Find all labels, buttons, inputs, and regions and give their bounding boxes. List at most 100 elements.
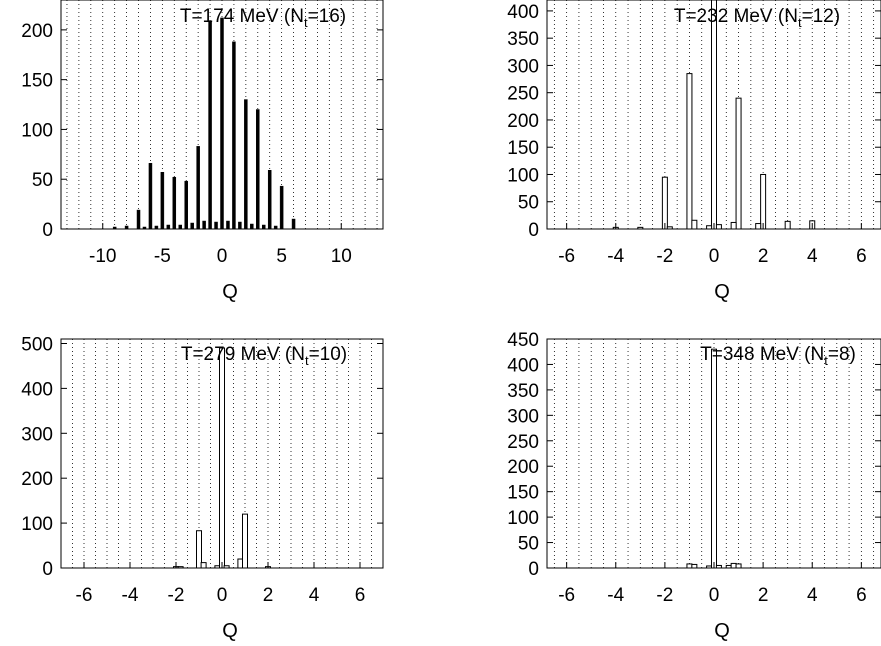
histogram-bar: [256, 109, 260, 230]
x-tick-label: -4: [122, 585, 139, 606]
x-tick-label: 6: [856, 585, 867, 606]
histogram-bar: [686, 73, 693, 230]
histogram-bar: [208, 21, 212, 230]
y-tick-label: 50: [518, 193, 539, 214]
y-tick-label: 150: [507, 483, 539, 504]
histogram-bar: [291, 218, 296, 230]
x-axis-label: Q: [714, 281, 730, 303]
y-tick-label: 100: [21, 514, 53, 535]
x-axis-label: Q: [714, 620, 730, 642]
y-tick-label: 150: [21, 71, 53, 92]
y-tick-label: 350: [507, 29, 539, 50]
histogram-bar: [136, 209, 141, 230]
x-axis-label: Q: [222, 281, 238, 303]
x-tick-label: -6: [76, 585, 93, 606]
histogram-bar: [148, 163, 153, 230]
chart-panel-1: 0 50 100 150 200 -10 -5 0 5 10 Q T=174 MeV (Nt=16): [21, 0, 384, 303]
histogram-bar: [242, 513, 248, 569]
histogram-bar: [735, 97, 742, 230]
x-tick-label: -10: [89, 246, 116, 267]
y-tick-label: 400: [507, 355, 539, 376]
histogram-bar: [172, 176, 177, 230]
y-tick-label: 300: [21, 424, 53, 445]
x-tick-label: -2: [168, 585, 185, 606]
x-tick-label: 6: [355, 585, 366, 606]
histogram-bar: [691, 219, 698, 230]
x-tick-label: 0: [709, 585, 720, 606]
x-axis-label: Q: [222, 620, 238, 642]
y-tick-label: 100: [507, 165, 539, 186]
x-tick-label: -2: [656, 585, 673, 606]
y-tick-label: 300: [507, 406, 539, 427]
panel-title: T=174 MeV (Nt=16): [180, 6, 346, 30]
y-tick-label: 350: [507, 381, 539, 402]
panel-title: T=279 MeV (Nt=10): [181, 344, 347, 368]
y-tick-label: 200: [507, 457, 539, 478]
histogram-bar: [784, 220, 791, 230]
histogram-bar: [178, 224, 183, 230]
y-tick-label: 250: [507, 84, 539, 105]
x-tick-label: -5: [154, 246, 171, 267]
histogram-bar: [219, 347, 225, 569]
chart-panel-4: 0 50 100 150 200 250 300 350 400 450 -6 -4 -2 0 2 4 6 Q T=…: [507, 330, 881, 642]
y-tick-label: 200: [21, 469, 53, 490]
histogram-bar: [214, 221, 218, 230]
histogram-bar: [711, 0, 717, 230]
x-tick-label: 4: [807, 585, 818, 606]
panel-title: T=348 MeV (Nt=8): [700, 344, 856, 368]
x-tick-label: -6: [558, 585, 575, 606]
x-tick-label: 6: [856, 246, 867, 267]
y-tick-label: 150: [507, 138, 539, 159]
x-tick-label: -2: [656, 246, 673, 267]
y-tick-label: 100: [507, 508, 539, 529]
histogram-bar: [220, 17, 224, 230]
y-tick-label: 0: [42, 559, 53, 580]
x-tick-label: 0: [709, 246, 720, 267]
x-tick-label: 0: [217, 246, 228, 267]
y-tick-label: 450: [507, 330, 539, 351]
y-tick-label: 0: [42, 220, 53, 241]
histogram-bar: [226, 220, 230, 230]
histogram-bar: [686, 563, 693, 569]
y-tick-label: 100: [21, 120, 53, 141]
x-tick-label: -4: [607, 585, 624, 606]
x-tick-label: 5: [276, 246, 287, 267]
y-tick-label: 200: [21, 21, 53, 42]
histogram-bar: [755, 223, 762, 230]
y-tick-label: 250: [507, 432, 539, 453]
y-tick-label: 400: [21, 379, 53, 400]
histogram-bar: [238, 221, 242, 230]
histogram-bar: [250, 223, 254, 230]
histogram-bar: [202, 220, 206, 230]
y-tick-label: 500: [21, 334, 53, 355]
x-tick-label: 4: [807, 246, 818, 267]
histogram-bar: [267, 170, 272, 230]
x-tick-label: 2: [758, 246, 769, 267]
histogram-bar: [661, 176, 668, 230]
histogram-bar: [160, 171, 165, 230]
histogram-bar: [735, 563, 742, 569]
y-tick-label: 400: [507, 2, 539, 23]
y-tick-label: 0: [528, 559, 539, 580]
histogram-bar: [232, 41, 236, 230]
x-tick-label: 4: [309, 585, 320, 606]
x-tick-label: -6: [558, 246, 575, 267]
x-tick-label: 0: [217, 585, 228, 606]
histogram-bar: [760, 173, 767, 230]
x-tick-label: 2: [758, 585, 769, 606]
histogram-bar: [279, 185, 284, 230]
histogram-bar: [715, 224, 722, 230]
histogram-bar: [730, 562, 737, 569]
histogram-bar: [261, 224, 266, 230]
histogram-bar: [730, 221, 737, 230]
panel-title: T=232 MeV (Nt=12): [674, 6, 840, 30]
histogram-bar: [200, 562, 207, 569]
y-tick-label: 50: [518, 534, 539, 555]
histogram-bar: [184, 180, 188, 230]
x-tick-label: 10: [331, 246, 352, 267]
histogram-bar: [711, 348, 717, 569]
chart-panel-3: 0 100 200 300 400 500 -6 -4 -2 0 2 4 6 Q T=279 MeV (Nt…: [21, 334, 384, 642]
y-tick-label: 0: [528, 220, 539, 241]
histogram-bar: [691, 563, 698, 569]
